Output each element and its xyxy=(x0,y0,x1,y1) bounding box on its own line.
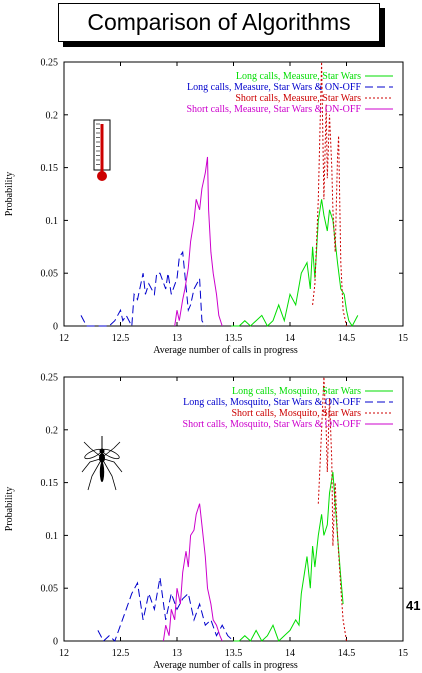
mosquito-thorax xyxy=(99,453,105,463)
legend-label: Long calls, Mosquito, Star Wars xyxy=(232,386,361,397)
y-tick-label: 0.05 xyxy=(41,584,59,595)
y-tick-label: 0 xyxy=(53,322,58,333)
series-line xyxy=(97,577,234,642)
legend-label: Short calls, Measure, Star Wars & ON-OFF xyxy=(186,104,361,115)
x-tick-label: 12.5 xyxy=(112,648,130,659)
mosquito-leg xyxy=(103,461,117,491)
y-tick-label: 0.05 xyxy=(41,269,59,280)
legend-label: Long calls, Measure, Star Wars xyxy=(236,71,361,82)
x-tick-label: 15 xyxy=(398,333,408,344)
page-number: 41 xyxy=(406,598,421,613)
mosquito-leg xyxy=(103,441,121,457)
legend-label: Long calls, Measure, Star Wars & ON-OFF xyxy=(187,82,361,93)
mosquito-leg xyxy=(83,441,101,457)
y-tick-label: 0.2 xyxy=(46,425,59,436)
thermometer-bulb xyxy=(97,171,107,181)
thermometer-icon xyxy=(93,119,111,181)
mosquito-leg xyxy=(87,461,101,491)
x-tick-label: 13.5 xyxy=(225,648,243,659)
y-tick-label: 0 xyxy=(53,637,58,648)
legend-label: Short calls, Measure, Star Wars xyxy=(235,93,361,104)
x-tick-label: 12 xyxy=(59,648,69,659)
series-line xyxy=(174,156,223,327)
x-tick-label: 15 xyxy=(398,648,408,659)
mosquito-icon xyxy=(81,436,123,491)
y-tick-label: 0.25 xyxy=(41,58,59,69)
series-line xyxy=(231,199,359,327)
x-tick-label: 14 xyxy=(285,648,295,659)
y-tick-label: 0.15 xyxy=(41,163,59,174)
x-tick-label: 14.5 xyxy=(338,648,356,659)
chart-measure: 12 12.5 13 13.5 14 14.5 15 0 0.05 0.1 0.15 0.2 0.25 A… xyxy=(4,58,408,357)
series-line xyxy=(233,471,344,642)
x-tick-label: 13 xyxy=(172,333,182,344)
y-tick-label: 0.1 xyxy=(46,216,59,227)
x-tick-label: 13.5 xyxy=(225,333,243,344)
mosquito-wing xyxy=(84,448,102,460)
mosquito-abdomen xyxy=(99,462,105,482)
x-tick-label: 14 xyxy=(285,333,295,344)
y-axis-label: Probability xyxy=(4,172,15,216)
y-tick-label: 0.2 xyxy=(46,110,59,121)
mosquito-wing xyxy=(102,448,120,460)
legend-label: Short calls, Mosquito, Star Wars & ON-OF… xyxy=(183,419,362,430)
y-tick-label: 0.15 xyxy=(41,478,59,489)
y-axis-label: Probability xyxy=(4,487,15,531)
title-box: Comparison of Algorithms xyxy=(58,3,380,42)
legend-label: Long calls, Mosquito, Star Wars & ON-OFF xyxy=(183,397,361,408)
x-tick-label: 13 xyxy=(172,648,182,659)
series-line xyxy=(162,503,223,642)
series-line xyxy=(317,376,347,642)
mosquito-leg xyxy=(103,458,123,473)
y-tick-label: 0.25 xyxy=(41,373,59,384)
legend-label: Short calls, Mosquito, Star Wars xyxy=(231,408,361,419)
x-tick-label: 12.5 xyxy=(112,333,130,344)
y-tick-label: 0.1 xyxy=(46,531,59,542)
x-axis-label: Average number of calls in progress xyxy=(153,660,298,671)
page-title: Comparison of Algorithms xyxy=(87,9,351,35)
x-tick-label: 12 xyxy=(59,333,69,344)
x-axis-label: Average number of calls in progress xyxy=(153,345,298,356)
mosquito-leg xyxy=(81,458,101,473)
series-line xyxy=(80,250,206,328)
x-tick-label: 14.5 xyxy=(338,333,356,344)
